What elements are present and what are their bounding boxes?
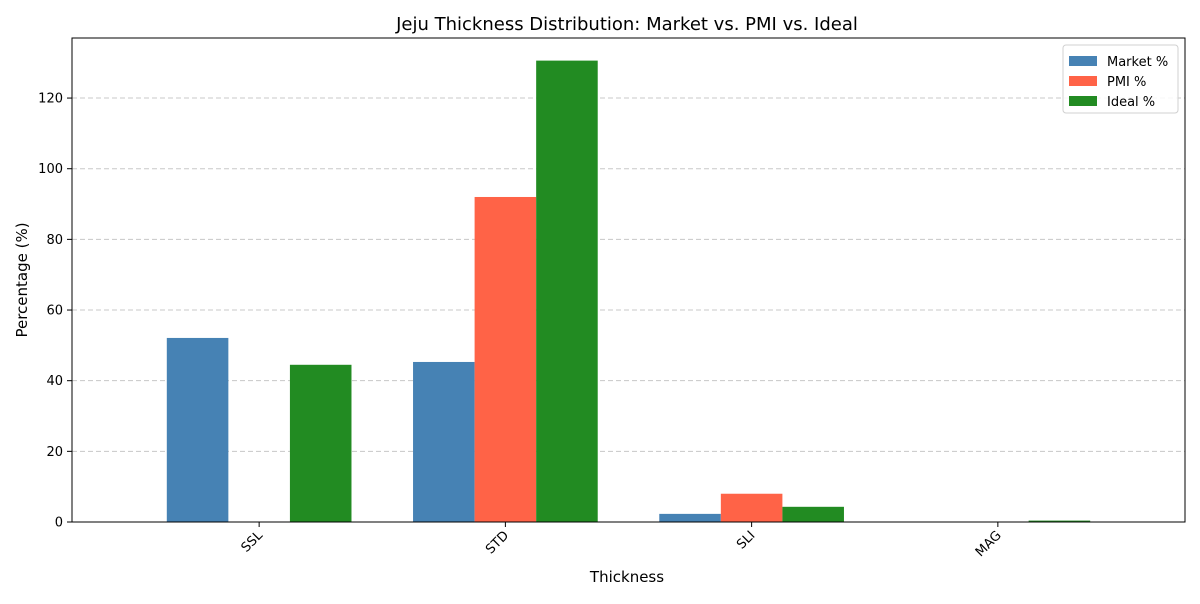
bar-ideal-std [536,60,598,522]
x-tick-label: STD [483,528,512,557]
legend-label: PMI % [1107,75,1146,90]
chart-title: Jeju Thickness Distribution: Market vs. … [395,14,858,35]
legend-swatch [1069,76,1097,86]
grid-lines [72,97,1185,523]
legend: Market % PMI % Ideal % [1062,44,1179,114]
bar-pmi-sli [720,493,783,522]
y-tick-label: 60 [46,304,63,319]
bar-pmi-std [474,196,537,523]
bar-ideal-sli [782,506,844,522]
x-tick-label: SSL [239,528,267,556]
plot-frame [71,37,1186,523]
bar-ideal-ssl [289,364,352,522]
y-tick-label: 80 [46,233,63,248]
legend-swatch [1069,56,1097,66]
x-axis-ticks: SSL STD SLI MAG [239,522,1005,560]
legend-label: Ideal % [1107,95,1155,110]
x-tick-label: MAG [973,528,1005,560]
bar-market-std [413,361,475,522]
x-tick-label: SLI [734,528,758,552]
y-tick-label: 40 [46,374,63,389]
y-axis-ticks: 0 20 40 60 80 100 120 [38,92,72,531]
legend-swatch [1069,96,1097,106]
legend-label: Market % [1107,55,1168,70]
y-tick-label: 20 [46,445,63,460]
y-tick-label: 0 [55,516,63,531]
y-axis-label: Percentage (%) [13,222,31,337]
bar-market-ssl [166,337,229,522]
y-tick-label: 100 [38,162,63,177]
x-axis-label: Thickness [589,568,664,586]
bar-market-sli [659,513,721,522]
bars [166,60,1091,523]
bar-ideal-mag [1028,520,1091,522]
y-tick-label: 120 [38,92,63,107]
